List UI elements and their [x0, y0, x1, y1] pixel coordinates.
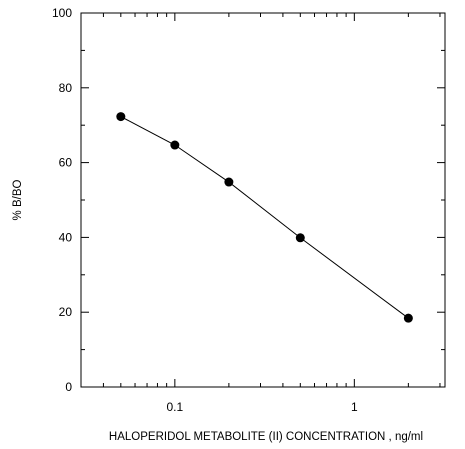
x-minor-ticks [80, 13, 445, 387]
series-line [120, 116, 409, 319]
data-point [295, 233, 305, 243]
x-axis-label: HALOPERIDOL METABOLITE (II) CONCENTRATIO… [109, 431, 423, 443]
y-tick-label: 60 [59, 156, 73, 170]
x-tick-label: 1 [351, 400, 358, 414]
y-tick-label: 0 [65, 380, 72, 394]
y-tick-label: 40 [59, 230, 73, 244]
data-point [224, 177, 234, 187]
data-point [170, 140, 180, 150]
data-point [116, 112, 126, 122]
y-tick-label: 80 [59, 81, 73, 95]
plot-frame [80, 12, 446, 388]
y-tick-label: 100 [52, 6, 72, 20]
y-axis-label: % B/BO [12, 179, 24, 220]
x-tick-label: 0.1 [167, 400, 184, 414]
data-point [403, 313, 413, 323]
y-tick-label: 20 [59, 305, 73, 319]
axis-major-ticks [81, 12, 445, 388]
series-layer [116, 112, 413, 323]
